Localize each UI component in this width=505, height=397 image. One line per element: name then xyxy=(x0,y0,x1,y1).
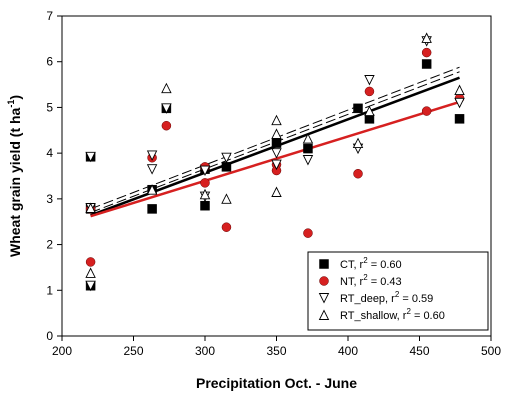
point-ct xyxy=(200,200,210,211)
legend-superscript: 2 xyxy=(406,307,411,316)
point-nt xyxy=(200,178,210,188)
point-nt xyxy=(303,228,313,238)
point-rt-shallow xyxy=(199,188,211,200)
point-rt-shallow xyxy=(421,32,432,43)
point-nt xyxy=(364,86,375,97)
point-ct xyxy=(271,138,282,148)
legend-item-label: NT, r2 = 0.43 xyxy=(340,273,402,288)
point-rt-deep xyxy=(221,152,232,164)
point-rt-deep xyxy=(271,159,282,171)
point-nt xyxy=(353,168,363,179)
point-nt xyxy=(421,106,432,116)
legend-superscript: 2 xyxy=(395,290,400,299)
point-rt-shallow xyxy=(161,82,172,94)
point-ct xyxy=(421,59,432,69)
point-rt-deep xyxy=(454,97,465,109)
point-ct xyxy=(454,114,465,124)
legend-equals: = xyxy=(399,293,412,305)
y-axis-title-main: Wheat grain yield (t ha xyxy=(7,107,23,257)
point-rt-deep xyxy=(85,151,96,163)
point-nt xyxy=(421,47,432,58)
legend-marker xyxy=(318,293,330,304)
point-rt-shallow xyxy=(271,128,282,139)
point-rt-deep xyxy=(271,148,282,159)
legend-item-label: CT, r2 = 0.60 xyxy=(340,256,402,271)
point-rt-shallow xyxy=(364,105,375,117)
point-rt-shallow xyxy=(454,84,465,96)
legend-series-name: RT_deep, r xyxy=(340,293,395,305)
axis-ticks xyxy=(57,15,492,341)
legend-series-name: CT, r xyxy=(340,259,364,271)
point-rt-shallow xyxy=(85,267,96,278)
legend-equals: = xyxy=(368,276,381,288)
legend-box xyxy=(307,251,489,331)
y-tick-label: 3 xyxy=(46,192,53,206)
x-tick-label: 250 xyxy=(123,344,143,358)
legend-r2-value: 0.60 xyxy=(423,310,444,322)
tick-labels: 200 250 300 350 400 450 500 0 1 2 3 4 5 6 7 xyxy=(46,9,501,358)
legend-r2-value: 0.59 xyxy=(412,293,433,305)
x-tick-label: 500 xyxy=(481,344,501,358)
y-tick-label: 7 xyxy=(46,9,53,23)
legend-series-name: NT, r xyxy=(340,276,364,288)
y-tick-label: 1 xyxy=(46,283,53,297)
legend-marker xyxy=(319,276,329,286)
point-rt-deep xyxy=(199,165,211,177)
fit-line-nt xyxy=(90,100,460,218)
point-rt-deep xyxy=(364,75,375,86)
point-rt-deep xyxy=(85,280,96,292)
y-tick-label: 0 xyxy=(46,329,53,343)
x-tick-label: 350 xyxy=(266,344,286,358)
point-rt-shallow xyxy=(221,193,232,204)
point-rt-shallow xyxy=(352,137,364,149)
legend-item-label: RT_deep, r2 = 0.59 xyxy=(340,290,433,305)
point-rt-deep xyxy=(302,155,314,166)
legend-equals: = xyxy=(411,310,424,322)
point-ct xyxy=(303,143,313,154)
point-ct xyxy=(221,162,232,172)
point-nt xyxy=(161,120,172,131)
legend-marker xyxy=(318,309,330,320)
plot-area-frame xyxy=(61,15,492,337)
x-tick-label: 450 xyxy=(409,344,429,358)
point-rt-deep xyxy=(161,103,172,114)
y-axis-title: Wheat grain yield (t ha-1) xyxy=(6,95,23,257)
point-nt xyxy=(85,257,96,267)
x-tick-label: 300 xyxy=(195,344,215,358)
point-rt-shallow xyxy=(302,133,314,144)
point-ct xyxy=(147,204,157,214)
point-ct xyxy=(353,103,363,114)
legend-marker xyxy=(319,259,329,269)
legend-equals: = xyxy=(368,259,381,271)
x-axis-title: Precipitation Oct. - June xyxy=(196,375,357,391)
x-tick-label: 400 xyxy=(338,344,358,358)
point-rt-shallow xyxy=(271,186,282,197)
y-tick-label: 2 xyxy=(46,238,53,252)
y-axis-title-tail: ) xyxy=(7,95,23,100)
point-rt-shallow xyxy=(85,202,96,213)
legend-r2-value: 0.43 xyxy=(380,276,401,288)
y-tick-label: 4 xyxy=(46,146,53,160)
y-axis-title-superscript: -1 xyxy=(6,100,16,108)
y-tick-label: 5 xyxy=(46,100,53,114)
point-nt xyxy=(221,222,232,232)
data-points xyxy=(85,32,465,292)
legend-superscript: 2 xyxy=(363,256,368,265)
point-rt-deep xyxy=(146,164,158,175)
legend-item-label: RT_shallow, r2 = 0.60 xyxy=(340,307,445,322)
legend-r2-value: 0.60 xyxy=(380,259,401,271)
legend-series-name: RT_shallow, r xyxy=(340,310,407,322)
point-rt-deep xyxy=(146,150,158,161)
legend-superscript: 2 xyxy=(363,273,368,282)
point-rt-shallow xyxy=(146,184,158,195)
point-rt-shallow xyxy=(271,114,282,126)
y-tick-label: 6 xyxy=(46,55,53,69)
x-tick-label: 200 xyxy=(52,344,72,358)
